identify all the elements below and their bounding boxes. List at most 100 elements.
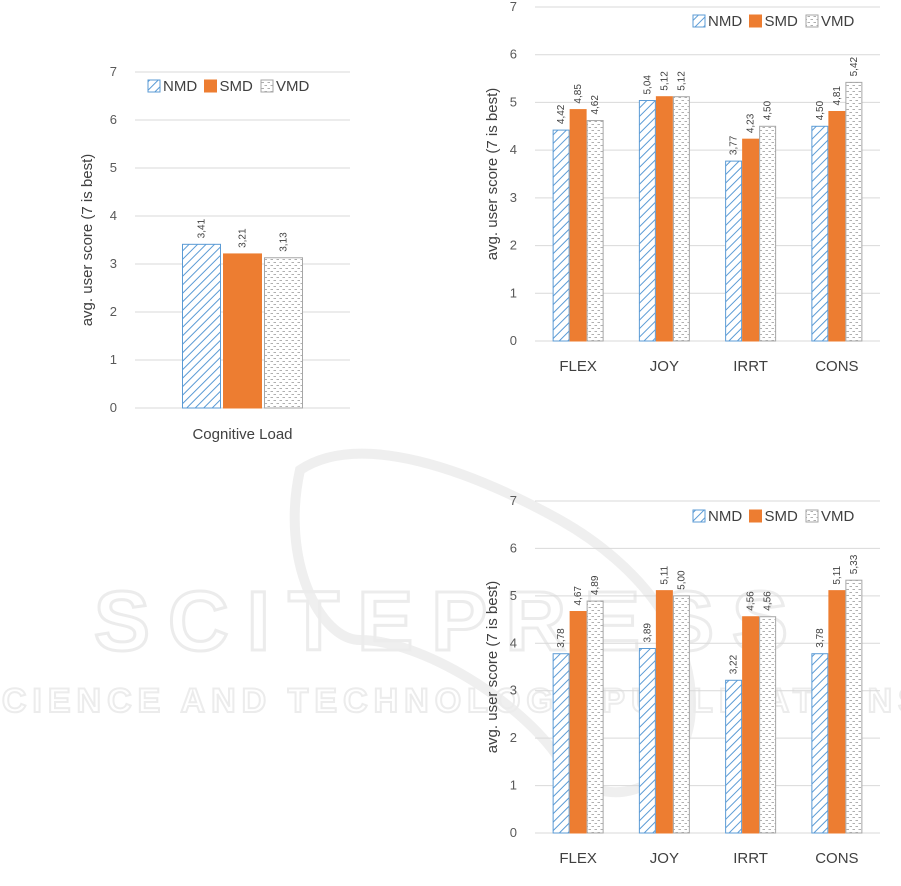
legend-label-nmd: NMD [708, 508, 742, 525]
y-tick-label: 2 [510, 238, 517, 253]
legend-swatch-vmd [260, 79, 274, 93]
y-tick-label: 6 [510, 47, 517, 62]
data-label: 4,81 [832, 86, 843, 106]
data-label: 4,42 [556, 104, 567, 124]
bar-irrt-nmd [725, 679, 743, 834]
data-label: 3,22 [729, 654, 740, 674]
y-tick-label: 4 [510, 142, 517, 157]
data-label: 3,13 [279, 232, 290, 252]
y-tick-label: 7 [510, 493, 517, 508]
bar-irrt-nmd [725, 160, 743, 342]
legend-swatch-smd [749, 14, 762, 28]
bar-joy-smd [655, 590, 673, 834]
y-tick-label: 2 [510, 730, 517, 745]
data-label: 4,50 [763, 100, 774, 120]
data-label: 4,56 [763, 591, 774, 611]
data-label: 3,21 [238, 228, 249, 248]
data-label: 3,41 [197, 218, 208, 238]
data-label: 5,12 [676, 71, 687, 91]
bar-flex-vmd [586, 120, 604, 342]
legend-label-vmd: VMD [276, 78, 310, 95]
data-label: 4,23 [746, 113, 757, 133]
bar-joy-vmd [672, 96, 690, 342]
bar-joy-smd [655, 96, 673, 342]
bar-cons-nmd [811, 125, 829, 342]
category-label: FLEX [559, 358, 597, 375]
y-tick-label: 3 [510, 683, 517, 698]
legend-swatch-nmd [692, 14, 706, 28]
bar-cons-nmd [811, 653, 829, 834]
legend-label-vmd: VMD [821, 13, 855, 30]
y-tick-label: 0 [110, 400, 117, 415]
data-label: 4,62 [590, 95, 601, 115]
bar-joy-nmd [638, 648, 656, 834]
legend-label-smd: SMD [765, 13, 799, 30]
bar-cons-smd [828, 590, 846, 834]
category-label: CONS [815, 358, 858, 375]
y-tick-label: 2 [110, 304, 117, 319]
bar-flex-vmd [586, 600, 604, 834]
y-tick-label: 3 [110, 256, 117, 271]
y-tick-label: 4 [510, 635, 517, 650]
y-tick-label: 0 [510, 333, 517, 348]
legend-label-smd: SMD [765, 508, 799, 525]
data-label: 5,12 [659, 71, 670, 91]
data-label: 4,89 [590, 575, 601, 595]
y-tick-label: 0 [510, 825, 517, 840]
y-tick-label: 1 [510, 285, 517, 300]
y-tick-label: 1 [110, 352, 117, 367]
y-axis-label: avg. user score (7 is best) [484, 88, 501, 261]
data-label: 3,78 [556, 628, 567, 648]
data-label: 4,56 [746, 591, 757, 611]
y-tick-label: 3 [510, 190, 517, 205]
category-label: IRRT [733, 358, 768, 375]
bar-flex-smd [569, 109, 587, 342]
y-tick-label: 7 [110, 64, 117, 79]
data-label: 5,11 [659, 565, 670, 584]
y-axis-label: avg. user score (7 is best) [484, 581, 501, 754]
data-label: 5,00 [676, 570, 687, 590]
category-label: FLEX [559, 850, 597, 867]
category-label: IRRT [733, 850, 768, 867]
bar-cons-vmd [845, 81, 863, 342]
y-tick-label: 5 [510, 588, 517, 603]
legend-swatch-smd [749, 509, 762, 523]
data-label: 4,50 [815, 100, 826, 120]
category-label: JOY [650, 358, 679, 375]
bar-cognitive-load-smd [223, 253, 262, 409]
bar-flex-smd [569, 611, 587, 834]
bar-irrt-vmd [759, 125, 777, 342]
data-label: 4,67 [573, 586, 584, 606]
bar-irrt-vmd [759, 616, 777, 834]
data-label: 5,04 [642, 75, 653, 95]
bar-cons-smd [828, 110, 846, 342]
legend-swatch-nmd [147, 79, 161, 93]
data-label: 3,89 [642, 623, 653, 643]
bar-irrt-smd [742, 138, 760, 342]
category-label: CONS [815, 850, 858, 867]
category-label: JOY [650, 850, 679, 867]
data-label: 5,11 [832, 565, 843, 584]
bar-joy-vmd [672, 595, 690, 834]
y-tick-label: 4 [110, 208, 117, 223]
data-label: 4,85 [573, 84, 584, 104]
y-tick-label: 6 [510, 540, 517, 555]
y-tick-label: 1 [510, 778, 517, 793]
y-tick-label: 7 [510, 0, 517, 14]
legend-label-vmd: VMD [821, 508, 855, 525]
y-tick-label: 5 [510, 94, 517, 109]
legend-swatch-nmd [692, 509, 706, 523]
category-label: Cognitive Load [192, 426, 292, 443]
bar-irrt-smd [742, 616, 760, 834]
y-tick-label: 6 [110, 112, 117, 127]
legend-swatch-vmd [805, 509, 819, 523]
y-axis-label: avg. user score (7 is best) [79, 154, 96, 327]
bar-flex-nmd [552, 129, 570, 342]
legend-swatch-smd [204, 79, 217, 93]
bar-cons-vmd [845, 579, 863, 834]
legend-label-nmd: NMD [163, 78, 197, 95]
bar-cognitive-load-nmd [182, 243, 221, 409]
